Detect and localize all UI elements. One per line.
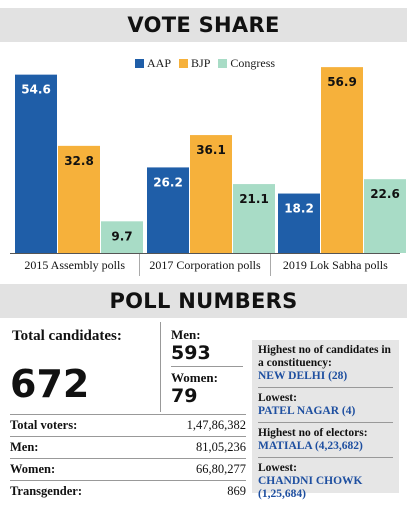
info-label: Lowest: xyxy=(258,462,297,474)
voter-row-value: 66,80,277 xyxy=(196,462,246,476)
bar-congress-0 xyxy=(101,221,143,253)
voter-row: Transgender: 869 xyxy=(10,480,246,502)
category-label: 2015 Assembly polls xyxy=(10,254,141,276)
info-value: NEW DELHI (28) xyxy=(258,370,348,382)
info-value: MATIALA (4,23,682) xyxy=(258,440,363,452)
bar-aap-0 xyxy=(15,74,57,253)
info-entry: Lowest: CHANDNI CHOWK (1,25,684) xyxy=(258,458,393,505)
bar-aap-1 xyxy=(147,167,189,253)
men-candidates: Men: 593 xyxy=(171,327,241,365)
category-label: 2017 Corporation polls xyxy=(140,254,271,276)
category-label: 2019 Lok Sabha polls xyxy=(282,258,388,272)
legend-swatch xyxy=(135,59,144,68)
voter-row-value: 1,47,86,382 xyxy=(186,418,246,432)
split-divider xyxy=(171,366,243,367)
women-candidates-label: Women: xyxy=(171,370,218,385)
bar-congress-1 xyxy=(233,184,275,253)
data-label: 36.1 xyxy=(196,143,226,157)
men-candidates-label: Men: xyxy=(171,327,201,342)
info-entry: Highest no of electors: MATIALA (4,23,68… xyxy=(258,423,393,458)
women-candidates-value: 79 xyxy=(171,385,198,407)
chart-legend: AAP BJP Congress xyxy=(135,56,275,71)
vote-share-chart: 54.6 26.2 18.2 32.8 36.1 56.9 9.7 21.1 22.6 xyxy=(10,67,406,254)
women-candidates: Women: 79 xyxy=(171,370,241,408)
voter-row-label: Total voters: xyxy=(10,418,78,432)
voter-row-label: Transgender: xyxy=(10,484,82,498)
vote-share-title: VOTE SHARE xyxy=(0,8,407,42)
total-candidates-label: Total candidates: xyxy=(12,328,122,344)
legend-swatch xyxy=(179,59,189,68)
category-axis: 2015 Assembly polls 2017 Corporation poll… xyxy=(10,253,400,276)
data-label: 22.6 xyxy=(370,187,400,201)
bar-bjp-2 xyxy=(321,67,363,253)
legend-item-aap: AAP xyxy=(135,56,171,71)
info-label: Highest no of candidates in a constituen… xyxy=(258,344,391,369)
men-candidates-value: 593 xyxy=(171,342,211,364)
legend-item-congress: Congress xyxy=(218,56,275,71)
voter-row-label: Men: xyxy=(10,440,39,454)
voter-row-value: 869 xyxy=(227,484,246,498)
legend-label: BJP xyxy=(191,56,211,70)
total-candidates-value: 672 xyxy=(10,362,90,406)
info-entry: Lowest: PATEL NAGAR (4) xyxy=(258,388,393,423)
info-value: PATEL NAGAR (4) xyxy=(258,405,356,417)
legend-label: AAP xyxy=(147,56,172,70)
voters-table: Total voters: 1,47,86,382 Men: 81,05,236… xyxy=(10,414,246,502)
legend-item-bjp: BJP xyxy=(179,56,210,71)
bar-bjp-0 xyxy=(58,145,100,253)
data-label: 9.7 xyxy=(111,229,132,243)
section-divider xyxy=(160,322,161,412)
voter-row-label: Women: xyxy=(10,462,56,476)
data-label: 26.2 xyxy=(153,175,183,189)
bar-aap-2 xyxy=(278,193,320,253)
poll-numbers-title: POLL NUMBERS xyxy=(0,284,407,318)
info-value: CHANDNI CHOWK (1,25,684) xyxy=(258,475,363,500)
voter-row: Men: 81,05,236 xyxy=(10,436,246,458)
voter-row-value: 81,05,236 xyxy=(196,440,246,454)
bar-congress-2 xyxy=(364,179,406,253)
voter-row: Total voters: 1,47,86,382 xyxy=(10,414,246,436)
legend-label: Congress xyxy=(230,56,276,70)
info-label: Highest no of electors: xyxy=(258,427,368,439)
info-label: Lowest: xyxy=(258,392,297,404)
constituency-info-box: Highest no of candidates in a constituen… xyxy=(252,340,399,500)
info-entry: Highest no of candidates in a constituen… xyxy=(258,340,393,388)
bar-bjp-1 xyxy=(190,135,232,253)
data-label: 54.6 xyxy=(21,83,51,97)
legend-swatch xyxy=(218,59,228,68)
data-label: 18.2 xyxy=(284,202,314,216)
data-label: 56.9 xyxy=(327,75,357,89)
data-label: 21.1 xyxy=(239,192,269,206)
data-label: 32.8 xyxy=(64,154,94,168)
voter-row: Women: 66,80,277 xyxy=(10,458,246,480)
